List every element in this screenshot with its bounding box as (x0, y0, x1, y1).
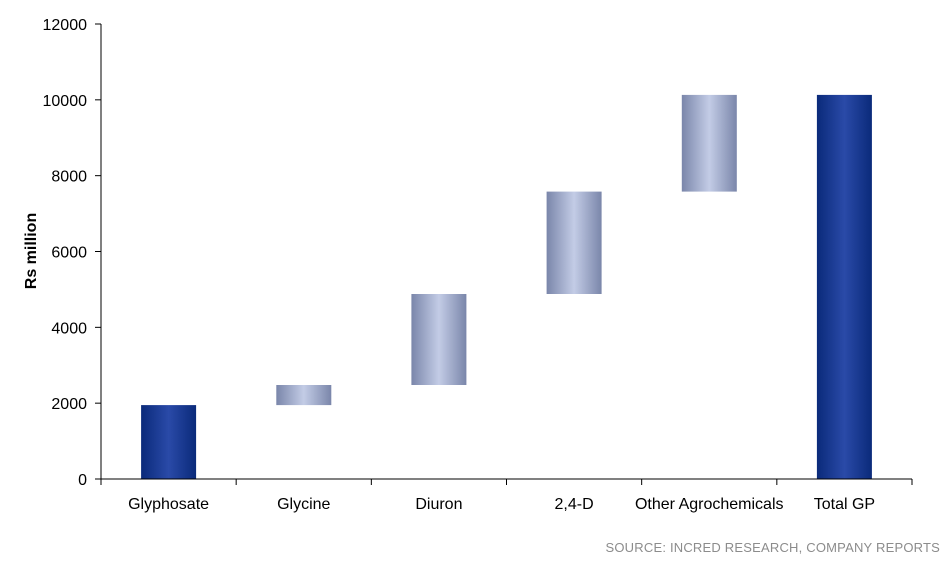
bar-other-agrochemicals (681, 94, 737, 192)
bars (141, 94, 872, 480)
y-axis-label: Rs million (23, 213, 40, 289)
x-tick-label: Other Agrochemicals (635, 496, 784, 513)
y-tick-label: 4000 (51, 320, 87, 337)
x-tick-label: Glycine (277, 496, 330, 513)
y-tick-label: 2000 (51, 396, 87, 413)
bar-2-4-d (546, 191, 602, 294)
x-tick-label: Total GP (814, 496, 875, 513)
bar-diuron (411, 294, 467, 385)
y-tick-label: 8000 (51, 169, 87, 186)
x-tick-label: Glyphosate (128, 496, 209, 513)
y-axis-ticks: 0 2000 4000 6000 8000 10000 12000 (43, 17, 101, 489)
x-axis-labels: Glyphosate Glycine Diuron 2,4-D Other Agroch… (128, 496, 875, 513)
x-tick-label: Diuron (415, 496, 462, 513)
y-tick-label: 6000 (51, 245, 87, 262)
bar-total-gp (816, 94, 872, 480)
y-tick-label: 0 (78, 472, 87, 489)
bar-glycine (276, 385, 332, 406)
y-tick-label: 10000 (43, 93, 88, 110)
axes (100, 24, 913, 485)
bar-glyphosate (141, 405, 197, 479)
source-note: SOURCE: INCRED RESEARCH, COMPANY REPORTS (605, 540, 940, 555)
x-tick-label: 2,4-D (555, 496, 594, 513)
y-tick-label: 12000 (43, 17, 88, 34)
